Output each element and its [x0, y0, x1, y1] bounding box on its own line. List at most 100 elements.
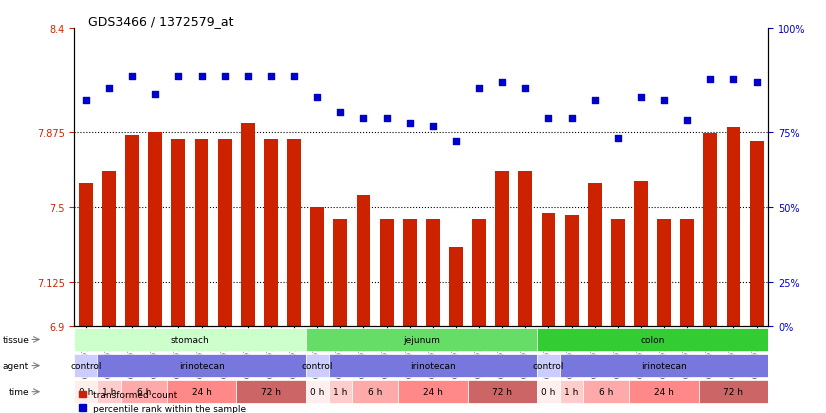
Text: 1 h: 1 h	[333, 387, 348, 396]
FancyBboxPatch shape	[398, 380, 468, 404]
Bar	[403, 219, 416, 327]
Bar	[172, 140, 185, 327]
Bar	[149, 133, 162, 327]
Text: 72 h: 72 h	[492, 387, 512, 396]
FancyBboxPatch shape	[306, 354, 329, 377]
Bar	[218, 140, 231, 327]
Point	[195, 73, 208, 80]
Bar	[542, 214, 555, 327]
Bar	[241, 124, 254, 327]
Text: irinotecan: irinotecan	[641, 361, 687, 370]
Bar	[519, 172, 532, 327]
Bar	[380, 219, 393, 327]
Bar	[472, 219, 486, 327]
Point	[357, 115, 370, 121]
Point	[334, 109, 347, 116]
FancyBboxPatch shape	[560, 380, 583, 404]
Text: control: control	[301, 361, 333, 370]
FancyBboxPatch shape	[537, 328, 768, 351]
Point	[449, 139, 463, 145]
Point	[542, 115, 555, 121]
FancyBboxPatch shape	[167, 380, 236, 404]
Bar	[634, 182, 648, 327]
FancyBboxPatch shape	[629, 380, 699, 404]
Point	[426, 124, 439, 131]
Point	[264, 73, 278, 80]
Text: 6 h: 6 h	[136, 387, 151, 396]
Point	[681, 118, 694, 124]
Bar	[565, 216, 578, 327]
Bar	[727, 128, 740, 327]
Text: jejunum: jejunum	[403, 335, 439, 344]
FancyBboxPatch shape	[329, 380, 352, 404]
Point	[727, 76, 740, 83]
Point	[218, 73, 231, 80]
FancyBboxPatch shape	[583, 380, 629, 404]
Text: 6 h: 6 h	[599, 387, 614, 396]
Point	[472, 85, 486, 92]
Text: stomach: stomach	[171, 335, 209, 344]
Text: 24 h: 24 h	[654, 387, 674, 396]
Point	[102, 85, 116, 92]
Point	[704, 76, 717, 83]
FancyBboxPatch shape	[537, 380, 560, 404]
Bar	[704, 134, 717, 327]
Bar	[102, 172, 116, 327]
Bar	[334, 219, 347, 327]
Text: irinotecan: irinotecan	[410, 361, 456, 370]
Text: 0 h: 0 h	[78, 387, 93, 396]
Text: time: time	[8, 387, 29, 396]
FancyBboxPatch shape	[97, 380, 121, 404]
Point	[311, 94, 324, 101]
Bar	[195, 140, 208, 327]
FancyBboxPatch shape	[74, 328, 306, 351]
FancyBboxPatch shape	[97, 354, 306, 377]
Text: GDS3466 / 1372579_at: GDS3466 / 1372579_at	[88, 15, 234, 28]
FancyBboxPatch shape	[121, 380, 167, 404]
Point	[588, 97, 601, 104]
Bar	[750, 142, 763, 327]
Text: control: control	[533, 361, 564, 370]
Point	[241, 73, 254, 80]
Text: 0 h: 0 h	[541, 387, 556, 396]
Bar	[79, 184, 93, 327]
Bar	[264, 140, 278, 327]
Point	[496, 79, 509, 86]
Bar	[496, 172, 509, 327]
Point	[519, 85, 532, 92]
FancyBboxPatch shape	[468, 380, 537, 404]
Text: 24 h: 24 h	[423, 387, 443, 396]
Text: 72 h: 72 h	[261, 387, 281, 396]
Point	[126, 73, 139, 80]
Text: agent: agent	[3, 361, 29, 370]
FancyBboxPatch shape	[537, 354, 560, 377]
FancyBboxPatch shape	[306, 380, 329, 404]
Text: 24 h: 24 h	[192, 387, 211, 396]
FancyBboxPatch shape	[329, 354, 537, 377]
Point	[750, 79, 763, 86]
Bar	[657, 219, 671, 327]
FancyBboxPatch shape	[560, 354, 768, 377]
Text: 6 h: 6 h	[368, 387, 382, 396]
Point	[380, 115, 393, 121]
FancyBboxPatch shape	[74, 380, 97, 404]
Bar	[588, 184, 601, 327]
Bar	[357, 196, 370, 327]
Point	[657, 97, 671, 104]
FancyBboxPatch shape	[699, 380, 768, 404]
Text: 1 h: 1 h	[564, 387, 579, 396]
Point	[565, 115, 578, 121]
Bar	[449, 247, 463, 327]
Bar	[311, 207, 324, 327]
Text: colon: colon	[640, 335, 665, 344]
Point	[287, 73, 301, 80]
FancyBboxPatch shape	[306, 328, 537, 351]
Point	[172, 73, 185, 80]
Text: tissue: tissue	[2, 335, 29, 344]
Point	[79, 97, 93, 104]
Text: 0 h: 0 h	[310, 387, 325, 396]
Point	[611, 136, 624, 142]
Text: irinotecan: irinotecan	[178, 361, 225, 370]
FancyBboxPatch shape	[236, 380, 306, 404]
Point	[403, 121, 416, 128]
